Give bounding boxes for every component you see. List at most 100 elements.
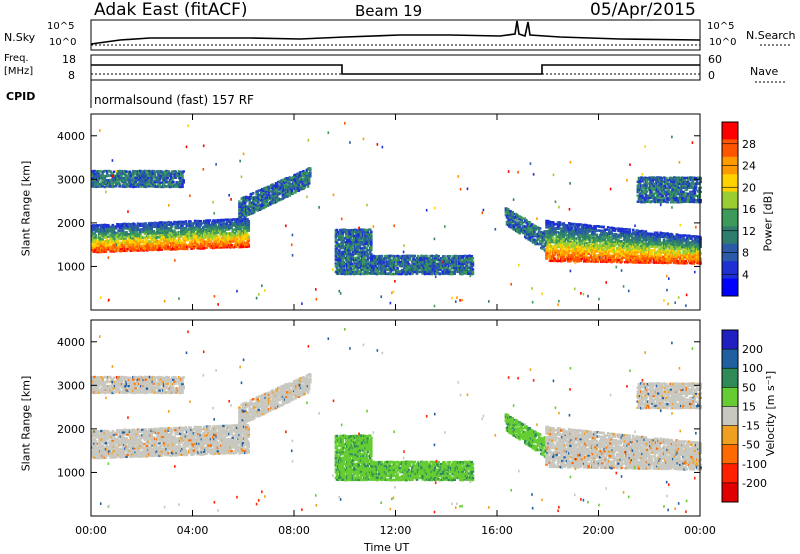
power-cell bbox=[192, 230, 196, 233]
power-cell bbox=[582, 252, 586, 255]
power-cell bbox=[241, 203, 245, 206]
power-cell bbox=[368, 250, 372, 254]
power-cell bbox=[335, 256, 339, 260]
power-cell bbox=[181, 174, 184, 178]
power-cell bbox=[557, 255, 561, 258]
power-cell bbox=[553, 257, 556, 260]
power-cell bbox=[272, 191, 276, 195]
power-cell bbox=[112, 229, 116, 232]
power-cell bbox=[554, 232, 557, 236]
power-cell bbox=[365, 272, 369, 276]
power-cell bbox=[550, 239, 554, 242]
power-cell bbox=[570, 222, 573, 226]
power-cell bbox=[160, 181, 164, 184]
power-cell bbox=[94, 181, 98, 184]
power-cell bbox=[294, 191, 297, 194]
power-cell bbox=[129, 174, 133, 177]
power-cell bbox=[102, 183, 106, 186]
power-cell bbox=[232, 218, 236, 221]
power-cell bbox=[550, 235, 554, 238]
power-cell bbox=[356, 248, 359, 252]
power-cell bbox=[104, 223, 108, 227]
power-cell bbox=[537, 237, 541, 240]
power-cell bbox=[152, 179, 156, 182]
power-cell bbox=[401, 257, 405, 260]
power-cell bbox=[176, 224, 180, 228]
power-cell bbox=[396, 268, 399, 272]
power-cell bbox=[178, 170, 182, 173]
power-cell bbox=[375, 255, 379, 258]
power-cell bbox=[202, 244, 206, 247]
power-cell bbox=[564, 232, 568, 235]
power-cell bbox=[236, 225, 239, 229]
power-cell bbox=[153, 221, 157, 224]
power-cell bbox=[186, 224, 190, 227]
power-cell bbox=[431, 258, 435, 262]
power-cell bbox=[91, 176, 94, 180]
power-cell bbox=[365, 238, 369, 242]
power-cell bbox=[284, 189, 288, 192]
power-cell bbox=[633, 239, 636, 242]
nsky-tick-high: 10^5 bbox=[47, 21, 75, 32]
power-cell bbox=[554, 243, 557, 246]
power-cell bbox=[93, 232, 96, 235]
power-cell bbox=[408, 258, 412, 262]
power-cell bbox=[92, 246, 95, 250]
power-cell bbox=[159, 172, 163, 175]
nsky-label: N.Sky bbox=[4, 31, 36, 44]
power-cell bbox=[172, 172, 175, 176]
power-cell bbox=[215, 246, 219, 249]
power-cell bbox=[93, 169, 96, 173]
power-cell bbox=[153, 223, 157, 226]
power-cell bbox=[167, 183, 171, 186]
power-cell bbox=[360, 241, 364, 244]
power-cell bbox=[157, 181, 160, 184]
power-cell bbox=[388, 259, 391, 262]
power-cell bbox=[302, 169, 305, 173]
power-cell bbox=[608, 228, 611, 232]
power-cell bbox=[556, 223, 560, 226]
power-cell bbox=[548, 220, 552, 224]
power-cell bbox=[428, 257, 431, 260]
power-cell bbox=[552, 249, 555, 253]
power-cell bbox=[471, 268, 475, 271]
power-cell bbox=[111, 176, 115, 179]
power-cell bbox=[464, 256, 468, 260]
power-cell bbox=[393, 256, 397, 260]
power-cell bbox=[173, 174, 176, 177]
power-cell bbox=[141, 180, 144, 184]
power-cell bbox=[407, 262, 411, 266]
power-cell bbox=[563, 239, 567, 243]
power-cell bbox=[263, 195, 266, 199]
power-cell bbox=[448, 268, 452, 271]
power-cell bbox=[97, 246, 101, 250]
power-cell bbox=[215, 236, 219, 239]
power-cell bbox=[463, 272, 467, 275]
power-cell bbox=[247, 207, 250, 210]
power-cell bbox=[303, 186, 306, 189]
power-cell bbox=[296, 186, 300, 189]
power-cell bbox=[95, 244, 99, 247]
power-cell bbox=[288, 183, 292, 187]
power-cell bbox=[421, 269, 424, 272]
power-cell bbox=[465, 258, 469, 262]
power-cell bbox=[470, 259, 474, 262]
power-cell bbox=[468, 254, 471, 257]
power-cell bbox=[215, 234, 219, 237]
power-cell bbox=[181, 172, 184, 175]
power-cell bbox=[348, 254, 351, 258]
power-cell bbox=[178, 239, 182, 242]
power-cell bbox=[247, 235, 251, 238]
power-cell bbox=[137, 242, 141, 246]
power-cell bbox=[104, 239, 108, 243]
power-cell bbox=[193, 236, 197, 240]
power-cell bbox=[162, 244, 166, 247]
power-cell bbox=[564, 226, 568, 229]
power-cell bbox=[547, 238, 551, 241]
power-cell bbox=[97, 172, 101, 176]
power-cell bbox=[366, 244, 370, 248]
power-cell bbox=[432, 264, 436, 268]
power-cell bbox=[134, 180, 137, 184]
power-cell bbox=[545, 226, 548, 229]
power-cell bbox=[347, 236, 350, 239]
